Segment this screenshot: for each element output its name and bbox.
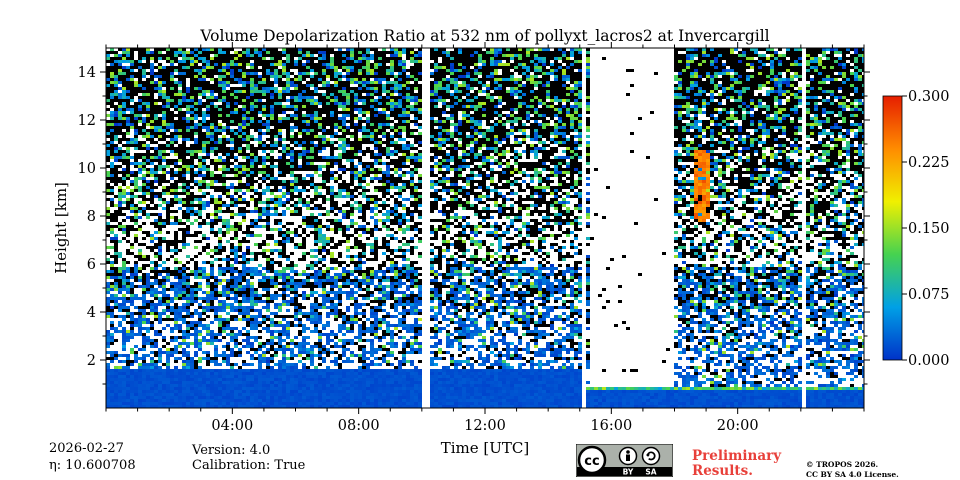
x-tick-label: 12:00 — [464, 418, 506, 434]
copyright-line-1: © TROPOS 2026. — [806, 460, 879, 469]
chart-title: Volume Depolarization Ratio at 532 nm of… — [199, 27, 769, 45]
date-text: 2026-02-27 — [49, 441, 124, 456]
colorbar-tick-label: 0.150 — [908, 221, 950, 237]
license-sa-label: SA — [645, 468, 656, 477]
colorbar-tick-label: 0.225 — [908, 155, 950, 171]
preliminary-line-2: Results. — [692, 463, 753, 479]
cc-by-sa-logo: cc BY SA — [576, 444, 673, 477]
colorbar-tick-label: 0.075 — [908, 287, 950, 303]
colorbar — [882, 95, 903, 361]
colorbar-axis: 0.000 0.075 0.150 0.225 0.300 — [902, 89, 950, 369]
y-tick-label: 14 — [78, 65, 96, 81]
x-tick-label: 16:00 — [590, 418, 632, 434]
plot-area — [106, 48, 864, 408]
y-tick-label: 8 — [87, 209, 96, 225]
depol-field — [106, 48, 864, 408]
x-tick-label: 08:00 — [338, 418, 380, 434]
license-by-label: BY — [623, 468, 634, 477]
preliminary-line-1: Preliminary — [692, 448, 782, 464]
x-tick-label: 20:00 — [717, 418, 759, 434]
copyright-note: © TROPOS 2026. CC BY SA 4.0 License. — [806, 460, 899, 480]
y-axis: 2 4 6 8 10 12 14 — [78, 65, 870, 385]
x-axis-label: Time [UTC] — [441, 439, 530, 457]
copyright-line-2: CC BY SA 4.0 License. — [806, 470, 899, 479]
calibration-text: Calibration: True — [192, 458, 306, 473]
sa-icon — [641, 446, 661, 466]
y-tick-label: 12 — [78, 113, 96, 129]
colorbar-tick-label: 0.300 — [908, 89, 950, 105]
y-tick-label: 2 — [87, 353, 96, 369]
preliminary-note: Preliminary Results. — [692, 449, 781, 479]
eta-text: η: 10.600708 — [49, 458, 136, 473]
y-tick-label: 10 — [78, 161, 96, 177]
y-tick-label: 4 — [87, 305, 96, 321]
y-axis-label: Height [km] — [52, 182, 70, 274]
version-text: Version: 4.0 — [192, 443, 271, 458]
colorbar-tick-label: 0.000 — [908, 353, 950, 369]
x-axis: 04:00 08:00 12:00 16:00 20:00 — [105, 42, 865, 434]
x-tick-label: 04:00 — [211, 418, 253, 434]
y-tick-label: 6 — [87, 257, 96, 273]
